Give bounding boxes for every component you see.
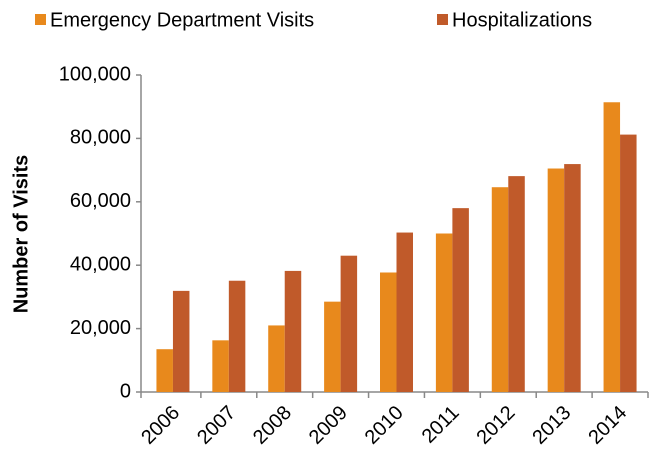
bar [452, 208, 469, 392]
bar [396, 232, 413, 392]
y-tick-label: 20,000 [70, 317, 131, 339]
y-axis-label: Number of Visits [10, 155, 32, 314]
bar [284, 270, 302, 392]
bar [212, 340, 229, 392]
bar [508, 176, 525, 392]
x-tick-label: 2010 [361, 402, 408, 449]
y-tick-label: 60,000 [70, 190, 131, 212]
x-tick-label: 2006 [137, 402, 184, 449]
x-tick-label: 2014 [584, 402, 631, 449]
y-tick-label: 80,000 [70, 127, 131, 149]
bar [547, 168, 565, 392]
bar [491, 187, 509, 392]
bar [268, 325, 285, 392]
legend-label: Hospitalizations [452, 9, 592, 31]
bar [228, 280, 246, 392]
y-tick-label: 100,000 [59, 63, 131, 85]
bar [156, 349, 173, 392]
bar [564, 164, 581, 392]
y-tick-label: 0 [120, 380, 131, 402]
bar [620, 134, 637, 392]
legend-swatch [437, 14, 448, 25]
x-tick-label: 2011 [418, 402, 464, 448]
legend-label: Emergency Department Visits [50, 9, 314, 31]
bar [603, 102, 621, 393]
x-tick-label: 2009 [305, 402, 352, 449]
bar [435, 233, 453, 392]
legend-swatch [35, 14, 46, 25]
x-tick-label: 2013 [528, 402, 575, 449]
bar [380, 272, 397, 392]
bar [324, 301, 341, 392]
y-tick-label: 40,000 [70, 253, 131, 275]
x-tick-label: 2012 [473, 402, 520, 449]
x-tick-label: 2008 [249, 402, 296, 449]
x-tick-label: 2007 [193, 402, 240, 449]
bar [172, 290, 190, 392]
bar [340, 255, 358, 392]
